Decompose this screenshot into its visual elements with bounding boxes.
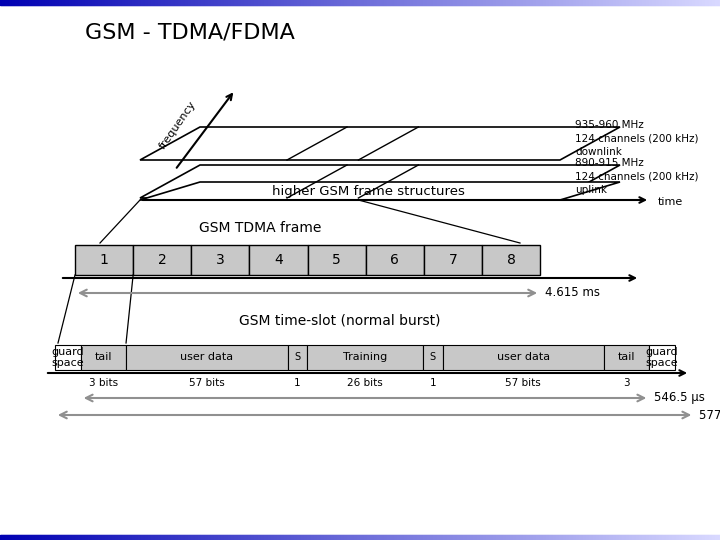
Text: 3: 3 [624, 378, 630, 388]
Bar [649, 345, 675, 370]
Bar [307, 345, 423, 370]
Text: 8: 8 [506, 253, 516, 267]
Text: 890-915 MHz
124 channels (200 kHz)
uplink: 890-915 MHz 124 channels (200 kHz) uplin… [575, 158, 698, 195]
Polygon shape [140, 165, 620, 198]
Text: 1: 1 [99, 253, 109, 267]
Text: S: S [430, 353, 436, 362]
Bar [75, 245, 133, 275]
Text: GSM time-slot (normal burst): GSM time-slot (normal burst) [239, 314, 441, 328]
Bar [366, 245, 424, 275]
Text: frequency: frequency [158, 99, 198, 151]
Bar [604, 345, 649, 370]
Text: guard
space: guard space [646, 347, 678, 368]
Text: 3: 3 [216, 253, 225, 267]
Text: 935-960 MHz
124 channels (200 kHz)
downlink: 935-960 MHz 124 channels (200 kHz) downl… [575, 120, 698, 157]
Text: 57 bits: 57 bits [505, 378, 541, 388]
Text: 7: 7 [449, 253, 457, 267]
Text: 6: 6 [390, 253, 399, 267]
Bar [424, 245, 482, 275]
Bar [443, 345, 604, 370]
Text: 26 bits: 26 bits [347, 378, 383, 388]
Text: 546.5 μs: 546.5 μs [654, 392, 705, 404]
Text: 3 bits: 3 bits [89, 378, 118, 388]
Bar [482, 245, 540, 275]
Text: Training: Training [343, 353, 387, 362]
Text: tail: tail [618, 353, 635, 362]
Bar [307, 245, 366, 275]
Text: 2: 2 [158, 253, 166, 267]
Text: 57 bits: 57 bits [189, 378, 225, 388]
Polygon shape [140, 127, 620, 160]
Bar [192, 245, 249, 275]
Text: higher GSM frame structures: higher GSM frame structures [271, 185, 464, 198]
Bar [423, 345, 443, 370]
Text: 1: 1 [430, 378, 436, 388]
Text: tail: tail [95, 353, 112, 362]
Text: 577 μs: 577 μs [699, 408, 720, 422]
Text: user data: user data [497, 353, 550, 362]
Bar [126, 345, 287, 370]
Text: 5: 5 [332, 253, 341, 267]
Bar [81, 345, 126, 370]
Bar [249, 245, 307, 275]
Text: 4.615 ms: 4.615 ms [545, 287, 600, 300]
Text: 1: 1 [294, 378, 300, 388]
Bar [133, 245, 192, 275]
Text: S: S [294, 353, 300, 362]
Polygon shape [140, 182, 620, 200]
Text: guard
space: guard space [52, 347, 84, 368]
Bar [55, 345, 81, 370]
Text: time: time [658, 197, 683, 207]
Text: 4: 4 [274, 253, 283, 267]
Text: GSM - TDMA/FDMA: GSM - TDMA/FDMA [85, 22, 295, 42]
Bar [287, 345, 307, 370]
Text: user data: user data [180, 353, 233, 362]
Text: GSM TDMA frame: GSM TDMA frame [199, 221, 321, 235]
